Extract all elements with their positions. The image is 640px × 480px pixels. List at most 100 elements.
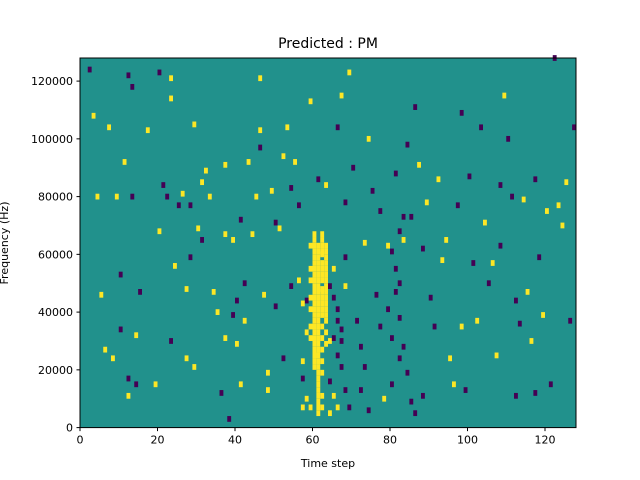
heatmap-cell <box>324 254 328 261</box>
heatmap-cell <box>386 306 390 313</box>
heatmap-cell <box>114 193 119 200</box>
heatmap-cell <box>242 317 247 324</box>
heatmap-cell <box>320 289 325 295</box>
heatmap-cell <box>331 294 336 301</box>
heatmap-cell <box>397 228 402 235</box>
heatmap-cell <box>297 202 301 209</box>
heatmap-cell <box>421 245 425 252</box>
heatmap-cell <box>312 265 317 272</box>
heatmap-cell <box>316 312 321 318</box>
heatmap-cell <box>215 309 220 315</box>
x-tick-label: 0 <box>77 434 84 447</box>
heatmap-cell <box>514 297 518 304</box>
heatmap-cell <box>242 280 247 287</box>
heatmap-cell <box>312 317 317 324</box>
heatmap-cell <box>316 340 321 347</box>
heatmap-cell <box>312 277 317 284</box>
heatmap-cell <box>316 375 321 382</box>
heatmap-cell <box>169 75 173 82</box>
heatmap-cell <box>324 329 328 336</box>
heatmap-cell <box>459 323 464 330</box>
heatmap-cell <box>227 416 232 422</box>
heatmap-cell <box>324 271 328 278</box>
x-tick-label: 80 <box>383 434 397 447</box>
heatmap-cell <box>273 219 278 226</box>
heatmap-cell <box>320 306 325 313</box>
heatmap-cell <box>529 338 534 344</box>
heatmap-cell <box>541 312 545 318</box>
heatmap-cell <box>297 277 301 284</box>
heatmap-cell <box>312 340 317 347</box>
heatmap-cell <box>223 161 228 168</box>
heatmap-cell <box>134 332 139 339</box>
heatmap-cell <box>169 338 173 344</box>
heatmap-cell <box>231 312 235 318</box>
heatmap-cell <box>328 378 332 385</box>
heatmap-cell <box>502 92 507 99</box>
heatmap-cell <box>308 242 313 249</box>
heatmap-cell <box>409 213 414 220</box>
heatmap-cell <box>312 364 317 370</box>
heatmap-cell <box>312 254 317 261</box>
heatmap-cell <box>355 317 359 324</box>
heatmap-cell <box>316 271 321 278</box>
heatmap-cell <box>510 193 514 200</box>
heatmap-cell <box>339 92 344 99</box>
heatmap-cell <box>254 193 259 200</box>
heatmap-cell <box>192 121 197 128</box>
heatmap-cell <box>269 187 274 194</box>
heatmap-cell <box>525 289 530 295</box>
heatmap-cell <box>498 182 503 188</box>
heatmap-cell <box>471 260 476 266</box>
heatmap-cell <box>463 387 468 393</box>
heatmap-cell <box>188 202 193 209</box>
heatmap-cell <box>324 283 328 289</box>
heatmap-cell <box>339 338 344 344</box>
heatmap-cell <box>328 410 332 417</box>
heatmap-cell <box>103 346 108 353</box>
heatmap-cell <box>393 289 398 295</box>
heatmap-cell <box>448 355 452 362</box>
heatmap-cell <box>200 179 204 186</box>
heatmap-cell <box>316 265 321 272</box>
heatmap-cell <box>444 237 449 243</box>
heatmap-cell <box>130 83 135 90</box>
heatmap-cell <box>390 335 394 341</box>
heatmap-cell <box>258 144 263 151</box>
heatmap-cell <box>397 280 402 287</box>
heatmap-cell <box>316 346 321 353</box>
heatmap-cell <box>316 387 321 393</box>
heatmap-cell <box>316 392 321 399</box>
heatmap-cell <box>374 291 379 298</box>
heatmap-cell <box>231 237 235 243</box>
heatmap-cell <box>324 260 328 266</box>
heatmap-cell <box>316 364 321 370</box>
heatmap-cell <box>316 352 321 359</box>
heatmap-cell <box>308 323 313 330</box>
heatmap-cell <box>320 231 325 238</box>
heatmap-cell <box>99 291 104 298</box>
heatmap-cell <box>312 260 317 266</box>
plot-frame <box>79 57 577 429</box>
heatmap-cell <box>366 407 371 414</box>
heatmap-cell <box>126 72 131 79</box>
heatmap-cell <box>95 193 100 200</box>
heatmap-cell <box>432 323 437 330</box>
heatmap-cell <box>320 335 325 341</box>
heatmap-cell <box>180 190 185 197</box>
heatmap-cell <box>87 66 92 73</box>
heatmap-cell <box>548 381 553 388</box>
heatmap-cell <box>304 329 309 336</box>
heatmap-cell <box>316 242 321 249</box>
heatmap-cell <box>312 346 317 353</box>
heatmap-cell <box>320 369 325 376</box>
heatmap-cell <box>235 297 239 304</box>
heatmap-cell <box>514 392 518 399</box>
heatmap-cell <box>320 277 325 284</box>
heatmap-cell <box>169 95 173 102</box>
heatmap-cell <box>316 300 321 307</box>
heatmap-cell <box>362 364 367 370</box>
heatmap-cell <box>405 369 410 376</box>
heatmap-cell <box>320 248 325 255</box>
